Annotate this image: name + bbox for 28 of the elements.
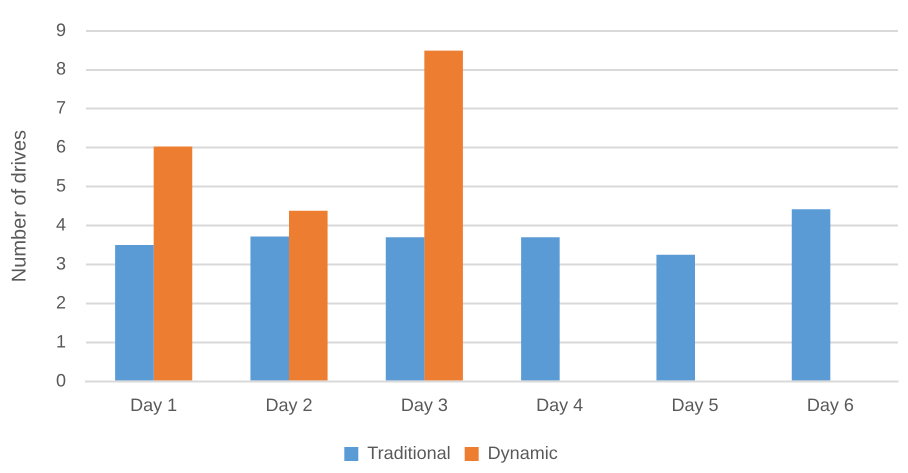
y-tick-label: 6 [56,136,66,157]
bar [115,245,154,380]
legend-label: Dynamic [488,442,558,463]
y-tick-label: 8 [56,58,66,79]
bar [386,237,424,380]
bar [792,209,830,380]
y-tick-label: 1 [56,331,66,352]
x-tick-label: Day 3 [400,395,448,416]
bar [656,254,696,380]
y-tick-label: 0 [56,370,66,390]
bar [289,210,328,380]
bar [424,50,463,380]
x-tick-label: Day 1 [130,395,178,416]
x-tick-label: Day 5 [671,395,719,416]
y-tick-label: 2 [56,292,66,312]
legend-label: Traditional [367,442,451,463]
bar [521,237,560,380]
x-tick-label: Day 6 [806,395,854,416]
y-tick-label: 3 [56,254,66,274]
x-tick-label: Day 4 [536,395,584,416]
bar [250,236,290,380]
y-tick-label: 7 [56,98,66,118]
bar [154,146,192,380]
y-tick-label: 5 [56,176,66,196]
x-tick-label: Day 2 [265,395,313,416]
y-tick-label: 9 [56,20,66,40]
y-axis-title: Number of drives [8,130,31,282]
y-tick-label: 4 [56,214,66,235]
